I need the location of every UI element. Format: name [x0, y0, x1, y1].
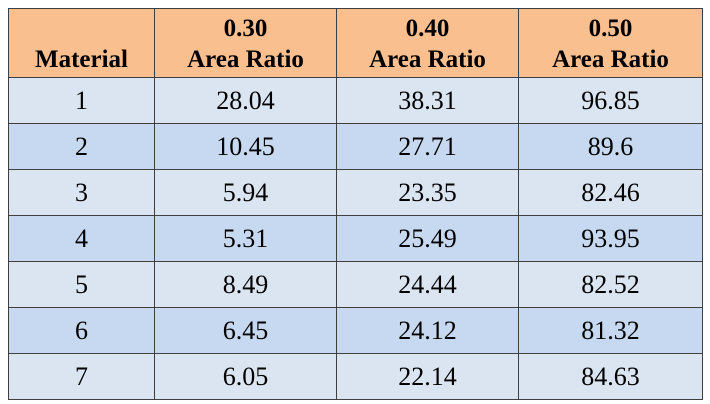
cell-material: 2	[8, 123, 155, 170]
cell-value: 93.95	[518, 215, 703, 262]
cell-value: 6.05	[154, 353, 337, 400]
cell-value: 81.32	[518, 307, 703, 354]
table-header: Material 0.30 Area Ratio 0.40 Area Ratio…	[8, 8, 703, 78]
header-ratio: 0.40	[405, 15, 450, 42]
cell-value: 24.12	[336, 307, 519, 354]
cell-value: 24.44	[336, 261, 519, 308]
cell-value: 5.31	[154, 215, 337, 262]
table-row: 5 8.49 24.44 82.52	[8, 261, 703, 308]
header-ratio: 0.50	[588, 15, 633, 42]
area-ratio-table: Material 0.30 Area Ratio 0.40 Area Ratio…	[8, 8, 703, 400]
header-col-2: 0.40 Area Ratio	[336, 8, 519, 78]
cell-value: 5.94	[154, 169, 337, 216]
header-col-1: 0.30 Area Ratio	[154, 8, 337, 78]
table-row: 1 28.04 38.31 96.85	[8, 77, 703, 124]
header-col-3: 0.50 Area Ratio	[518, 8, 703, 78]
table-row: 2 10.45 27.71 89.6	[8, 123, 703, 170]
cell-value: 89.6	[518, 123, 703, 170]
table-row: 4 5.31 25.49 93.95	[8, 215, 703, 262]
cell-material: 1	[8, 77, 155, 124]
table-row: 6 6.45 24.12 81.32	[8, 307, 703, 354]
cell-value: 25.49	[336, 215, 519, 262]
table-body: 1 28.04 38.31 96.85 2 10.45 27.71 89.6 3…	[8, 77, 703, 400]
cell-material: 5	[8, 261, 155, 308]
cell-value: 28.04	[154, 77, 337, 124]
header-label: Area Ratio	[552, 46, 669, 73]
cell-value: 27.71	[336, 123, 519, 170]
cell-material: 4	[8, 215, 155, 262]
cell-value: 82.52	[518, 261, 703, 308]
table-row: 3 5.94 23.35 82.46	[8, 169, 703, 216]
cell-material: 3	[8, 169, 155, 216]
header-row: Material 0.30 Area Ratio 0.40 Area Ratio…	[8, 8, 703, 78]
cell-value: 8.49	[154, 261, 337, 308]
cell-material: 7	[8, 353, 155, 400]
cell-value: 82.46	[518, 169, 703, 216]
header-ratio: 0.30	[223, 15, 268, 42]
header-label: Area Ratio	[187, 46, 304, 73]
cell-value: 6.45	[154, 307, 337, 354]
cell-value: 23.35	[336, 169, 519, 216]
cell-value: 84.63	[518, 353, 703, 400]
header-material-label: Material	[34, 46, 128, 73]
cell-value: 22.14	[336, 353, 519, 400]
header-material: Material	[8, 8, 155, 78]
cell-value: 10.45	[154, 123, 337, 170]
cell-material: 6	[8, 307, 155, 354]
cell-value: 96.85	[518, 77, 703, 124]
header-label: Area Ratio	[369, 46, 486, 73]
table-row: 7 6.05 22.14 84.63	[8, 353, 703, 400]
cell-value: 38.31	[336, 77, 519, 124]
